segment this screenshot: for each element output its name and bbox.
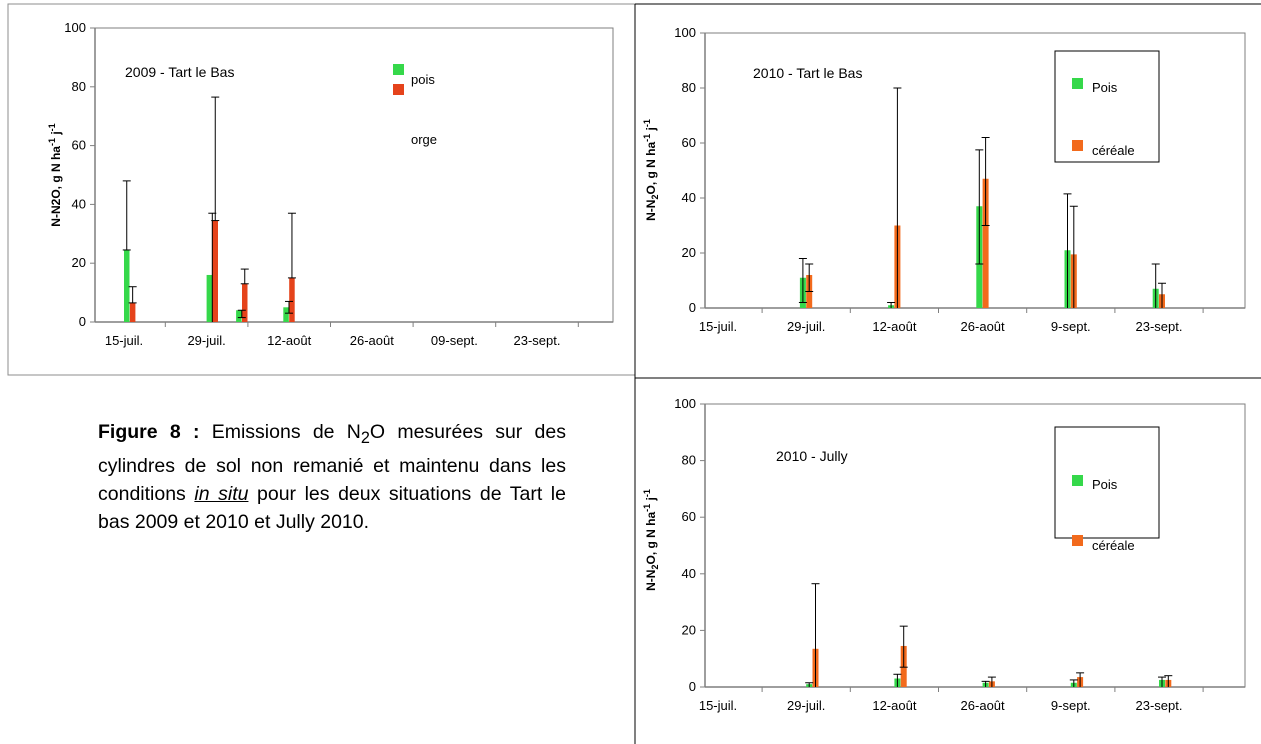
y-axis-label: N-N2O, g N ha-1 j-1 xyxy=(47,123,63,226)
y-tick-label: 20 xyxy=(72,255,86,270)
y-label-mid: j xyxy=(49,131,63,138)
y-label-main: N-N xyxy=(644,570,658,591)
y-tick-label: 80 xyxy=(682,453,696,468)
y-tick-label: 40 xyxy=(682,190,696,205)
y-tick-label: 0 xyxy=(79,314,86,329)
y-tick-label: 40 xyxy=(72,196,86,211)
legend-swatch-pois xyxy=(393,64,404,75)
y-label-main: N-N xyxy=(644,200,658,221)
caption-text-1: Emissions de N xyxy=(199,421,361,443)
x-tick-label: 29-juil. xyxy=(187,333,225,348)
bar-pois xyxy=(124,249,130,322)
legend-label: orge xyxy=(411,132,437,147)
y-axis-label: N-N2O, g N ha-1 j-1 xyxy=(642,489,660,591)
caption-italic: in situ xyxy=(194,482,249,505)
chart-2009-tart-le-bas: 0 20 40 60 80 100 15-juil. 29-juil. 12-août 26-ao… xyxy=(47,20,614,348)
x-tick-label: 29-juil. xyxy=(787,319,825,334)
caption-text-2: O mesurées sur des cylindres de sol non … xyxy=(98,421,566,505)
y-label-sup: -1 xyxy=(642,119,652,127)
y-tick-label: 60 xyxy=(72,138,86,153)
x-tick-label: 26-août xyxy=(350,333,394,348)
chart-2010-tart-le-bas: 0 20 40 60 80 100 15-juil. 29-juil. 12-août 26-ao… xyxy=(642,25,1246,334)
y-label-rest: O, g N ha xyxy=(644,512,658,565)
chart-2010-jully: 0 20 40 60 80 100 15-juil. 29-juil. 12-août 26-ao… xyxy=(642,396,1246,713)
y-label-sup: -1 xyxy=(642,134,652,142)
y-tick-label: 100 xyxy=(674,25,696,40)
y-tick-label: 20 xyxy=(682,245,696,260)
caption-text-3: pour les deux situations de Tart le bas … xyxy=(98,482,566,533)
figure-caption: Figure 8 : Emissions de N2O mesurées sur… xyxy=(98,418,566,536)
frame-lines xyxy=(7,3,1261,744)
y-label-mid: j xyxy=(644,127,658,134)
y-label-sup: -1 xyxy=(47,123,57,131)
y-tick-label: 20 xyxy=(682,622,696,637)
bar-céréale xyxy=(982,178,989,308)
y-tick-label: 80 xyxy=(72,79,86,94)
x-tick-label: 29-juil. xyxy=(787,698,825,713)
x-tick-label: 09-sept. xyxy=(431,333,478,348)
y-tick-label: 80 xyxy=(682,80,696,95)
legend-swatch-Pois xyxy=(1072,475,1083,486)
bar-pois xyxy=(283,307,289,322)
bar-orge xyxy=(129,302,136,322)
x-tick-label: 23-sept. xyxy=(514,333,561,348)
legend-swatch-orge xyxy=(393,84,404,95)
bar-orge xyxy=(212,220,218,322)
x-tick-label: 9-sept. xyxy=(1051,319,1091,334)
legend-label: Pois xyxy=(1092,80,1118,95)
y-tick-label: 100 xyxy=(64,20,86,35)
x-tick-label: 23-sept. xyxy=(1136,319,1183,334)
y-label-sup: -1 xyxy=(642,504,652,512)
y-tick-label: 40 xyxy=(682,566,696,581)
x-tick-label: 12-août xyxy=(872,319,916,334)
legend-label: Pois xyxy=(1092,477,1118,492)
x-tick-label: 23-sept. xyxy=(1136,698,1183,713)
legend-label: pois xyxy=(411,72,435,87)
legend-swatch-céréale xyxy=(1072,535,1083,546)
y-label-rest: O, g N ha xyxy=(644,142,658,195)
y-axis-label: N-N2O, g N ha-1 j-1 xyxy=(642,119,660,221)
y-tick-label: 60 xyxy=(682,509,696,524)
x-tick-label: 12-août xyxy=(267,333,311,348)
y-label-sub: 2 xyxy=(650,195,660,200)
x-tick-label: 15-juil. xyxy=(699,319,737,334)
x-tick-label: 15-juil. xyxy=(105,333,143,348)
x-tick-label: 12-août xyxy=(872,698,916,713)
y-tick-label: 100 xyxy=(674,396,696,411)
x-tick-label: 9-sept. xyxy=(1051,698,1091,713)
y-label-sup: -1 xyxy=(642,489,652,497)
caption-label: Figure 8 : xyxy=(98,421,200,443)
y-label-sup: -1 xyxy=(47,138,57,146)
y-tick-label: 0 xyxy=(689,300,696,315)
x-tick-label: 26-août xyxy=(961,698,1005,713)
chart-annotation: 2009 - Tart le Bas xyxy=(125,64,234,80)
caption-subscript: 2 xyxy=(360,428,370,447)
y-label-main: N-N2O, g N ha xyxy=(49,146,63,227)
x-tick-label: 15-juil. xyxy=(699,698,737,713)
x-tick-label: 26-août xyxy=(961,319,1005,334)
bar-orge xyxy=(289,277,295,322)
plot-area-border xyxy=(704,403,1246,688)
legend-label: céréale xyxy=(1092,143,1135,158)
legend-swatch-céréale xyxy=(1072,140,1083,151)
chart-annotation: 2010 - Tart le Bas xyxy=(753,65,862,81)
bar-pois xyxy=(236,310,242,322)
y-tick-label: 0 xyxy=(689,679,696,694)
chart-annotation: 2010 - Jully xyxy=(776,448,848,464)
bar-orge xyxy=(242,283,248,322)
bar-pois xyxy=(206,274,213,322)
y-tick-label: 60 xyxy=(682,135,696,150)
y-label-mid: j xyxy=(644,497,658,504)
legend-swatch-Pois xyxy=(1072,78,1083,89)
y-label-sub: 2 xyxy=(650,565,660,570)
legend-label: céréale xyxy=(1092,538,1135,553)
